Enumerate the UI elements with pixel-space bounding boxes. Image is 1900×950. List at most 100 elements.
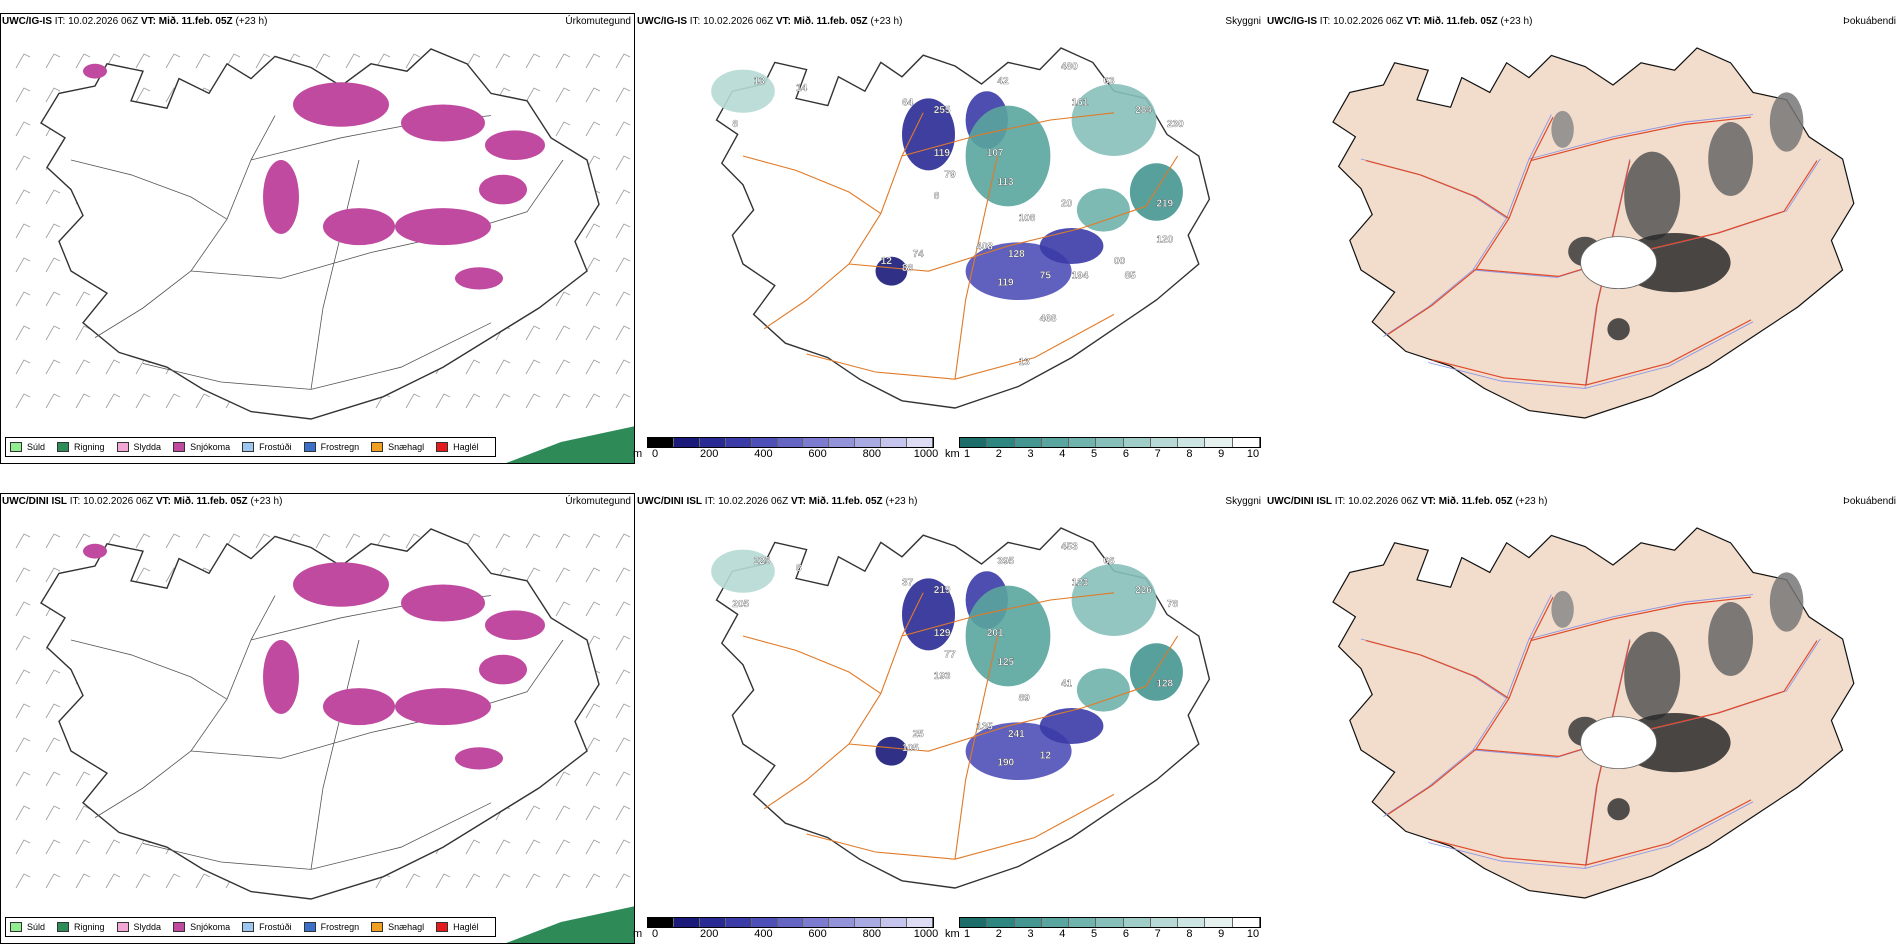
wind-barb — [135, 359, 151, 375]
precip-legend-item: Frostregn — [303, 442, 359, 452]
vt-label: VT: — [140, 16, 156, 27]
init-time: 10.02.2026 06Z — [703, 16, 774, 27]
wind-barb — [45, 87, 61, 103]
visibility-area — [1076, 188, 1130, 232]
low-cloud-area — [1624, 151, 1681, 241]
colorbar-step — [1069, 918, 1097, 927]
wind-barb — [105, 393, 121, 409]
wind-barb — [45, 359, 61, 375]
precip-legend-item: Slydda — [116, 922, 161, 932]
colorbar-tick: 800 — [862, 448, 881, 460]
precip-legend-item: Súld — [10, 442, 45, 452]
snow-area — [293, 562, 389, 607]
road-line — [190, 159, 564, 279]
wind-barb — [405, 53, 421, 69]
visibility-label: 395 — [997, 556, 1014, 567]
road-line — [742, 635, 882, 695]
vt-label: VT: — [155, 496, 171, 507]
colorbar-tick: 9 — [1218, 928, 1225, 940]
colorbar-step — [881, 438, 908, 447]
visibility-label: 128 — [1008, 249, 1025, 260]
precip-legend-item: Snjókoma — [173, 922, 230, 932]
visibility-label: 468 — [1040, 314, 1057, 325]
road-line — [1365, 160, 1510, 220]
fog-panel-dini — [1265, 493, 1900, 944]
visibility-label: 123 — [1072, 578, 1089, 589]
visibility-area — [965, 242, 1072, 300]
init-time: 10.02.2026 06Z — [718, 496, 789, 507]
wind-barb — [525, 567, 541, 583]
visibility-label: 12 — [881, 256, 893, 267]
visibility-label: 79 — [944, 170, 956, 181]
wind-barb — [525, 325, 541, 341]
visibility-label: 219 — [1156, 198, 1173, 209]
visibility-label: 13 — [1019, 357, 1031, 368]
visibility-label: 230 — [1167, 119, 1184, 130]
wind-barb — [585, 87, 601, 103]
wind-barb — [45, 703, 61, 719]
legend-label: Súld — [27, 922, 46, 932]
low-cloud-area — [1708, 122, 1753, 196]
colorbar-step — [987, 438, 1015, 447]
wind-barb — [15, 703, 31, 719]
low-cloud-area — [1769, 92, 1804, 152]
road-line — [1387, 596, 1554, 815]
wind-barb — [225, 53, 241, 69]
colorbar-step — [725, 438, 752, 447]
colorbar-tick: 3 — [1027, 928, 1034, 940]
visibility-label: 64 — [902, 98, 914, 109]
it-label: IT: — [689, 16, 701, 27]
visibility-label: 20 — [1061, 198, 1073, 209]
wind-barb — [555, 533, 571, 549]
low-cloud-area — [1769, 572, 1804, 632]
visibility-label: 219 — [934, 585, 951, 596]
rain-area — [506, 906, 634, 943]
legend-label: Rigning — [74, 922, 105, 932]
wind-barb — [45, 771, 61, 787]
wind-barb — [45, 393, 61, 409]
wind-barb — [525, 805, 541, 821]
legend-swatch — [116, 922, 129, 932]
colorbar-tick: 4 — [1059, 928, 1066, 940]
lead-time: (+23 h) — [235, 16, 268, 27]
wind-barb — [615, 359, 631, 375]
wind-barb — [585, 873, 601, 889]
wind-barb — [615, 533, 631, 549]
wind-barb — [135, 53, 151, 69]
visibility-label: 128 — [1156, 678, 1173, 689]
it-label: IT: — [1334, 496, 1346, 507]
wind-barb — [555, 839, 571, 855]
wind-barb — [525, 873, 541, 889]
visibility-label: 284 — [1135, 105, 1152, 116]
wind-barb — [525, 393, 541, 409]
wind-barb — [15, 805, 31, 821]
visibility-scale-km: km 1 2 3 4 5 6 7 8 9 10 — [945, 437, 1265, 467]
wind-barb — [615, 805, 631, 821]
colorbar-step — [1123, 438, 1151, 447]
precip-legend-item: Frostúði — [242, 442, 292, 452]
wind-barb — [585, 325, 601, 341]
colorbar-step — [1096, 438, 1124, 447]
road-line — [954, 155, 998, 380]
visibility-label: 63 — [1103, 76, 1115, 87]
wind-barb — [255, 533, 271, 549]
snow-area — [455, 747, 503, 770]
legend-label: Haglél — [453, 442, 479, 452]
wind-barb — [585, 257, 601, 273]
legend-label: Snæhagl — [388, 442, 425, 452]
colorbar-step — [829, 918, 856, 927]
wind-barb — [495, 533, 511, 549]
colorbar-boxes — [647, 437, 934, 448]
wind-barb — [495, 359, 511, 375]
river-line — [1428, 801, 1754, 869]
wind-barb — [615, 873, 631, 889]
precip-legend-item: Frostregn — [303, 922, 359, 932]
visibility-label: 161 — [1072, 98, 1089, 109]
colorbar-tick: 200 — [700, 448, 719, 460]
road-line — [954, 635, 998, 860]
colorbar-step — [1041, 918, 1070, 927]
colorbar-step — [699, 438, 726, 447]
colorbar-tick: 200 — [700, 928, 719, 940]
colorbar-step — [1205, 918, 1233, 927]
visibility-label: 201 — [987, 628, 1004, 639]
